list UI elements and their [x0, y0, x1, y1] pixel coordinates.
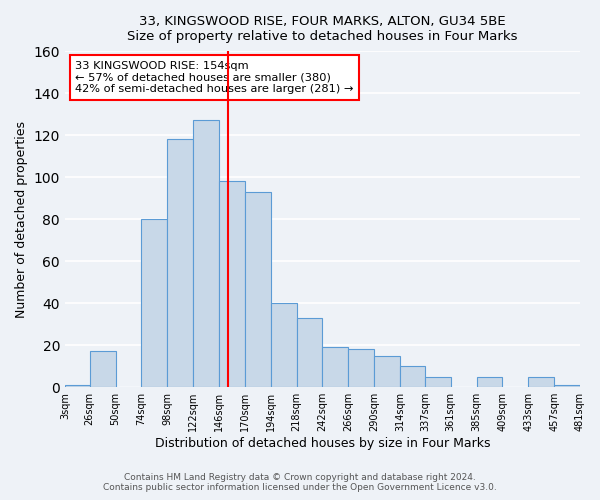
Bar: [554, 385, 580, 387]
Bar: [245, 192, 271, 387]
Bar: [193, 120, 219, 387]
Bar: [167, 140, 193, 387]
Y-axis label: Number of detached properties: Number of detached properties: [15, 120, 28, 318]
Bar: [142, 219, 167, 387]
Bar: [425, 376, 451, 387]
Bar: [322, 348, 349, 387]
Bar: [90, 352, 116, 387]
Title: 33, KINGSWOOD RISE, FOUR MARKS, ALTON, GU34 5BE
Size of property relative to det: 33, KINGSWOOD RISE, FOUR MARKS, ALTON, G…: [127, 15, 518, 43]
Bar: [296, 318, 322, 387]
Bar: [528, 376, 554, 387]
Bar: [349, 350, 374, 387]
Bar: [374, 356, 400, 387]
Bar: [65, 385, 90, 387]
Bar: [400, 366, 425, 387]
Bar: [271, 303, 296, 387]
X-axis label: Distribution of detached houses by size in Four Marks: Distribution of detached houses by size …: [155, 437, 490, 450]
Bar: [476, 376, 502, 387]
Text: Contains HM Land Registry data © Crown copyright and database right 2024.
Contai: Contains HM Land Registry data © Crown c…: [103, 472, 497, 492]
Bar: [219, 182, 245, 387]
Text: 33 KINGSWOOD RISE: 154sqm
← 57% of detached houses are smaller (380)
42% of semi: 33 KINGSWOOD RISE: 154sqm ← 57% of detac…: [75, 61, 353, 94]
